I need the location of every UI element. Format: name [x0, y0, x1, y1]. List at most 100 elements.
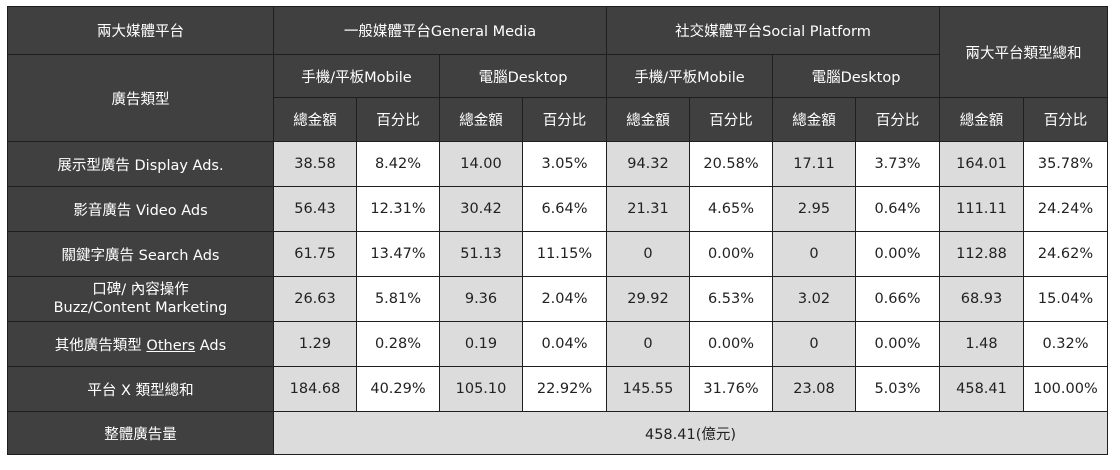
cell-amount: 0 [772, 321, 856, 367]
cell-amount: 0 [606, 321, 690, 367]
cell-percent: 11.15% [522, 231, 607, 277]
cell-percent: 24.24% [1023, 186, 1108, 232]
header-ad-type: 廣告類型 [7, 54, 274, 142]
cell-amount: 0 [772, 231, 856, 277]
header-percent: 百分比 [522, 97, 607, 142]
header-percent: 百分比 [1023, 97, 1108, 142]
cell-percent: 0.00% [855, 231, 940, 277]
row-label: 口碑/ 內容操作 Buzz/Content Marketing [7, 276, 274, 322]
ad-spend-table: 兩大媒體平台 一般媒體平台General Media 社交媒體平台Social … [7, 6, 1108, 455]
row-label: 關鍵字廣告 Search Ads [7, 231, 274, 277]
table-row: 口碑/ 內容操作 Buzz/Content Marketing 26.63 5.8… [7, 276, 1108, 322]
cell-amount: 9.36 [439, 276, 523, 322]
table-footer-row: 整體廣告量 458.41(億元) [7, 411, 1108, 455]
cell-percent: 2.04% [522, 276, 607, 322]
table-row: 影音廣告 Video Ads 56.43 12.31% 30.42 6.64% … [7, 186, 1108, 232]
cell-percent: 3.73% [855, 141, 940, 187]
header-general-media: 一般媒體平台General Media [273, 6, 607, 55]
cell-percent: 0.04% [522, 321, 607, 367]
cell-percent: 6.64% [522, 186, 607, 232]
cell-amount: 164.01 [939, 141, 1024, 187]
cell-amount: 30.42 [439, 186, 523, 232]
cell-percent: 12.31% [356, 186, 440, 232]
cell-amount: 3.02 [772, 276, 856, 322]
cell-percent: 24.62% [1023, 231, 1108, 277]
cell-amount: 14.00 [439, 141, 523, 187]
cell-percent: 0.28% [356, 321, 440, 367]
cell-amount: 111.11 [939, 186, 1024, 232]
header-percent: 百分比 [855, 97, 940, 142]
header-amount: 總金額 [939, 97, 1024, 142]
cell-amount: 61.75 [273, 231, 357, 277]
cell-amount: 0.19 [439, 321, 523, 367]
header-row-devices: 廣告類型 手機/平板Mobile 電腦Desktop 手機/平板Mobile 電… [7, 54, 1108, 142]
cell-percent: 0.66% [855, 276, 940, 322]
cell-percent: 100.00% [1023, 366, 1108, 412]
cell-amount: 1.29 [273, 321, 357, 367]
cell-percent: 0.00% [855, 321, 940, 367]
cell-amount: 94.32 [606, 141, 690, 187]
table-row: 展示型廣告 Display Ads. 38.58 8.42% 14.00 3.0… [7, 141, 1108, 187]
cell-amount: 68.93 [939, 276, 1024, 322]
table-row: 關鍵字廣告 Search Ads 61.75 13.47% 51.13 11.1… [7, 231, 1108, 277]
cell-amount: 2.95 [772, 186, 856, 232]
header-general-mobile: 手機/平板Mobile [273, 54, 440, 98]
header-amount: 總金額 [772, 97, 856, 142]
cell-percent: 5.03% [855, 366, 940, 412]
cell-amount: 56.43 [273, 186, 357, 232]
cell-percent: 8.42% [356, 141, 440, 187]
footer-label: 整體廣告量 [7, 411, 274, 455]
cell-percent: 31.76% [689, 366, 773, 412]
cell-amount: 1.48 [939, 321, 1024, 367]
cell-percent: 0.00% [689, 321, 773, 367]
cell-percent: 0.64% [855, 186, 940, 232]
header-top-left: 兩大媒體平台 [7, 6, 274, 55]
cell-percent: 22.92% [522, 366, 607, 412]
table-row-total: 平台 X 類型總和 184.68 40.29% 105.10 22.92% 14… [7, 366, 1108, 412]
cell-percent: 3.05% [522, 141, 607, 187]
header-percent: 百分比 [689, 97, 773, 142]
cell-percent: 40.29% [356, 366, 440, 412]
cell-amount: 38.58 [273, 141, 357, 187]
cell-amount: 458.41 [939, 366, 1024, 412]
cell-amount: 21.31 [606, 186, 690, 232]
cell-percent: 0.00% [689, 231, 773, 277]
cell-amount: 26.63 [273, 276, 357, 322]
header-amount: 總金額 [439, 97, 523, 142]
row-label-pre: 其他廣告類型 [54, 337, 147, 354]
header-percent: 百分比 [356, 97, 440, 142]
row-label: 其他廣告類型 Others Ads [7, 321, 274, 367]
row-label: 展示型廣告 Display Ads. [7, 141, 274, 187]
row-label: 平台 X 類型總和 [7, 366, 274, 412]
cell-amount: 0 [606, 231, 690, 277]
cell-percent: 13.47% [356, 231, 440, 277]
cell-percent: 20.58% [689, 141, 773, 187]
row-label-line1: 口碑/ 內容操作 [92, 282, 189, 298]
cell-amount: 51.13 [439, 231, 523, 277]
cell-percent: 5.81% [356, 276, 440, 322]
header-general-desktop: 電腦Desktop [439, 54, 607, 98]
header-social-platform: 社交媒體平台Social Platform [606, 6, 940, 55]
header-amount: 總金額 [273, 97, 357, 142]
cell-percent: 35.78% [1023, 141, 1108, 187]
row-label-line2: Buzz/Content Marketing [53, 300, 228, 316]
header-social-desktop: 電腦Desktop [772, 54, 940, 98]
header-social-mobile: 手機/平板Mobile [606, 54, 773, 98]
cell-amount: 17.11 [772, 141, 856, 187]
row-label-link[interactable]: Others [146, 337, 196, 354]
footer-total-value: 458.41(億元) [273, 411, 1108, 455]
cell-amount: 29.92 [606, 276, 690, 322]
header-row-platforms: 兩大媒體平台 一般媒體平台General Media 社交媒體平台Social … [7, 6, 1108, 98]
ad-spend-table-container: 兩大媒體平台 一般媒體平台General Media 社交媒體平台Social … [7, 6, 1108, 455]
header-amount: 總金額 [606, 97, 690, 142]
cell-amount: 184.68 [273, 366, 357, 412]
header-grand-total: 兩大平台類型總和 [939, 6, 1108, 98]
cell-amount: 112.88 [939, 231, 1024, 277]
row-label: 影音廣告 Video Ads [7, 186, 274, 232]
table-row: 其他廣告類型 Others Ads 1.29 0.28% 0.19 0.04% … [7, 321, 1108, 367]
cell-amount: 145.55 [606, 366, 690, 412]
cell-amount: 105.10 [439, 366, 523, 412]
header-row-metrics: 總金額 百分比 總金額 百分比 總金額 百分比 總金額 百分比 總金額 百分比 [7, 97, 1108, 142]
cell-percent: 0.32% [1023, 321, 1108, 367]
cell-percent: 15.04% [1023, 276, 1108, 322]
